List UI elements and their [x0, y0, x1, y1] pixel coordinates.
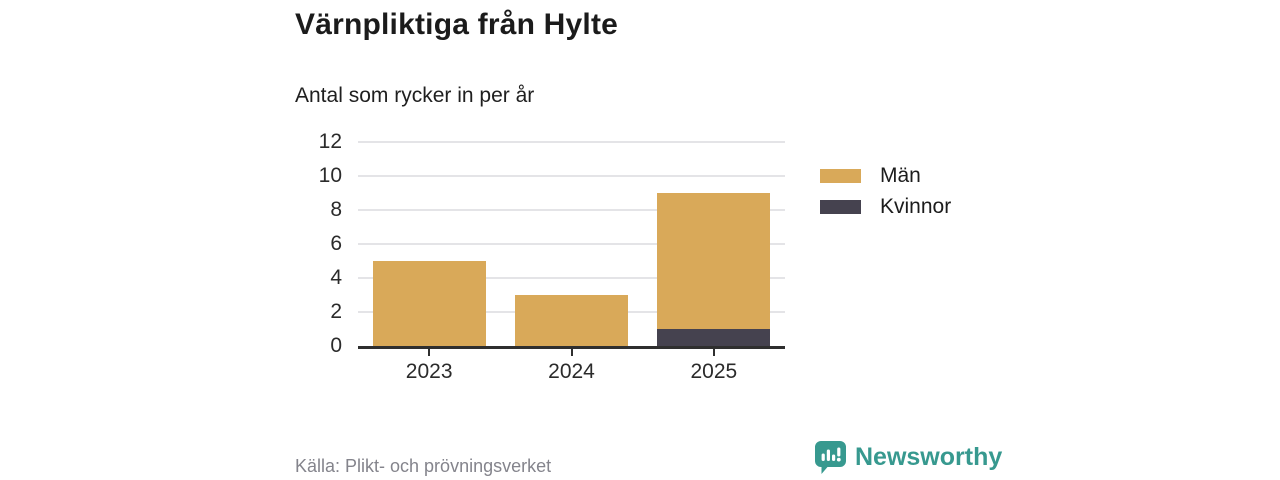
legend-item-kvinnor: Kvinnor — [820, 191, 951, 222]
newsworthy-brand: Newsworthy — [813, 440, 1002, 474]
chart-subtitle: Antal som rycker in per år — [295, 84, 535, 107]
gridline — [358, 243, 785, 245]
y-axis-tick-label: 8 — [330, 198, 342, 221]
y-axis-tick-label: 0 — [330, 334, 342, 357]
source-note: Källa: Plikt- och prövningsverket — [295, 456, 552, 476]
legend-item-män: Män — [820, 160, 951, 191]
y-axis-tick-label: 2 — [330, 300, 342, 323]
x-axis-tick-label: 2024 — [548, 360, 595, 383]
gridline — [358, 209, 785, 211]
bar-segment-män-2023 — [372, 261, 486, 346]
bar-segment-män-2025 — [657, 193, 771, 329]
chart-title: Värnpliktiga från Hylte — [295, 8, 619, 41]
legend-label: Kvinnor — [880, 194, 952, 218]
gridline — [358, 141, 785, 143]
bar-segment-män-2024 — [515, 295, 628, 346]
y-axis-tick-label: 12 — [318, 130, 342, 153]
gridline — [358, 277, 785, 279]
newsworthy-logo-icon — [815, 441, 846, 474]
x-axis-tick-label: 2025 — [690, 360, 738, 383]
axis-tick — [570, 349, 573, 356]
y-axis-tick-label: 4 — [330, 266, 342, 289]
gridline — [358, 175, 785, 177]
axis-tick — [428, 349, 431, 356]
brand-name: Newsworthy — [855, 442, 1003, 471]
legend-swatch — [820, 168, 861, 183]
x-axis-tick-label: 2023 — [405, 360, 453, 383]
y-axis-tick-label: 10 — [318, 164, 342, 187]
bar-segment-kvinnor-2025 — [657, 329, 771, 346]
legend-swatch — [820, 199, 861, 214]
y-axis-tick-label: 6 — [330, 232, 342, 255]
x-axis-line — [358, 346, 785, 349]
chart-legend: Män Kvinnor — [820, 160, 951, 222]
axis-tick — [712, 349, 715, 356]
legend-label: Män — [880, 163, 921, 187]
